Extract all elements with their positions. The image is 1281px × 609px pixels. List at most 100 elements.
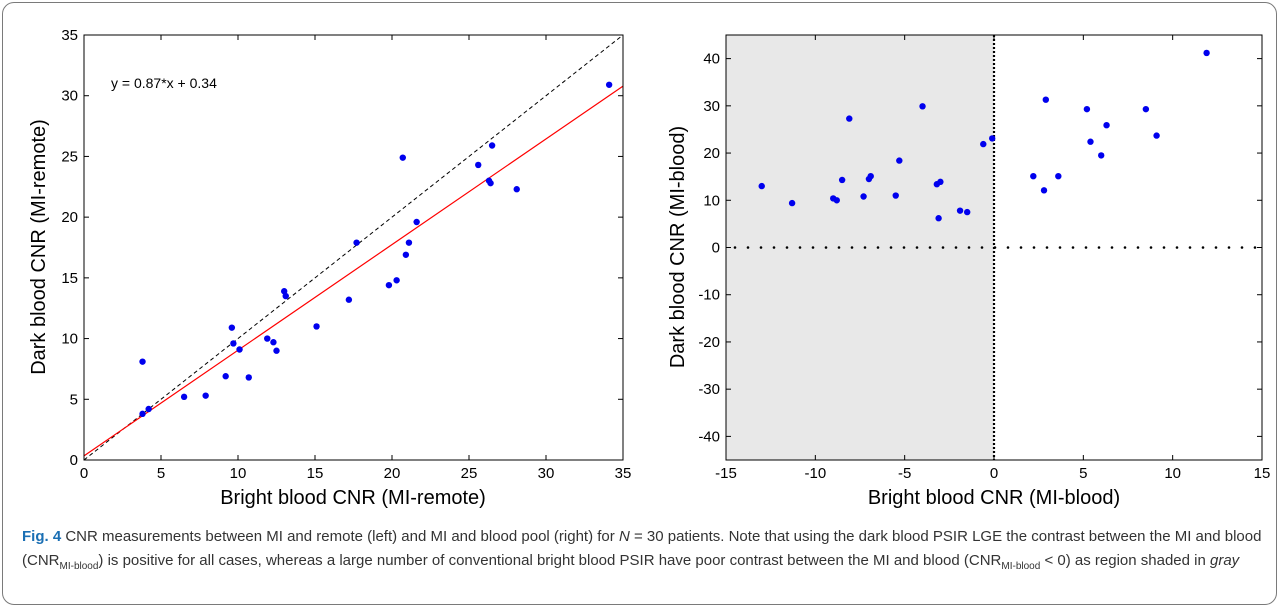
left-y-tick-label: 0 xyxy=(70,452,78,469)
right-data-point xyxy=(1103,121,1110,129)
left-data-point xyxy=(413,218,420,226)
left-data-point xyxy=(145,405,152,413)
right-y-tick-label: -30 xyxy=(698,381,720,398)
right-data-point xyxy=(1083,105,1091,113)
right-data-point xyxy=(788,199,796,207)
left-data-point xyxy=(270,339,277,346)
figure-charts: 0 5 10 15 20 25 30 35 0 5 10 15 20 25 30 35 y = 0.87*x … xyxy=(28,27,1270,509)
right-x-tick-label: -10 xyxy=(804,465,826,482)
left-x-tick-label: 20 xyxy=(384,465,401,482)
right-data-point xyxy=(1087,138,1094,145)
left-data-point xyxy=(230,340,237,347)
left-data-point xyxy=(139,358,146,365)
left-x-tick-label: 5 xyxy=(157,465,165,482)
left-data-point xyxy=(245,374,252,381)
right-data-point xyxy=(1055,172,1062,180)
left-y-tick-label: 20 xyxy=(61,209,78,226)
left-x-tick-label: 10 xyxy=(230,465,247,482)
left-y-tick-label: 35 xyxy=(61,27,78,44)
right-y-axis-label: Dark blood CNR (MI-blood) xyxy=(667,126,689,368)
right-data-point xyxy=(896,157,903,164)
right-data-point xyxy=(1142,105,1150,113)
figure-caption: Fig. 4 CNR measurements between MI and r… xyxy=(22,525,1262,579)
right-ticks: -15 -10 -5 0 5 10 15 -40 -30 -20 -10 0 10 20 30 40 xyxy=(698,35,1270,482)
right-y-tick-label: 0 xyxy=(712,240,720,257)
right-y-tick-label: 30 xyxy=(703,98,720,115)
caption-text-4: < 0) as region shaded in xyxy=(1040,552,1210,569)
left-data-point xyxy=(399,154,406,161)
left-data-point xyxy=(475,161,482,169)
left-data-point xyxy=(180,393,188,401)
right-x-tick-label: 5 xyxy=(1079,465,1087,482)
left-data-point xyxy=(273,347,280,354)
caption-italic-word: gray xyxy=(1210,552,1240,569)
left-data-point xyxy=(228,324,236,331)
negative-contrast-shaded-region xyxy=(726,35,994,460)
left-data-point xyxy=(202,392,209,399)
right-data-point xyxy=(860,193,867,200)
left-x-axis-label: Bright blood CNR (MI-remote) xyxy=(220,487,486,509)
left-data-point xyxy=(313,323,320,330)
figure-label: Fig. 4 xyxy=(22,528,62,545)
right-data-point xyxy=(1203,49,1210,57)
left-y-tick-label: 10 xyxy=(61,331,78,348)
caption-n-variable: N xyxy=(618,528,630,545)
right-data-point xyxy=(846,115,853,122)
right-data-point xyxy=(956,207,964,214)
caption-text-1: CNR measurements between MI and remote (… xyxy=(61,528,619,545)
left-data-point xyxy=(236,346,243,353)
right-data-point xyxy=(1153,132,1160,139)
right-data-point xyxy=(919,103,926,110)
left-y-tick-label: 25 xyxy=(61,148,78,165)
right-y-tick-label: 40 xyxy=(703,51,720,68)
right-data-point xyxy=(989,135,996,142)
caption-text-3: ) is positive for all cases, whereas a l… xyxy=(98,552,1002,569)
right-data-point xyxy=(758,182,765,190)
right-y-tick-label: -40 xyxy=(698,428,720,445)
left-data-point xyxy=(605,81,613,88)
right-x-axis-label: Bright blood CNR (MI-blood) xyxy=(868,487,1120,509)
left-identity-line xyxy=(84,35,623,460)
right-y-tick-label: 10 xyxy=(703,192,720,209)
left-y-axis-label: Dark blood CNR (MI-remote) xyxy=(28,119,50,375)
right-data-point xyxy=(1030,172,1037,180)
right-points xyxy=(758,49,1210,222)
left-data-point xyxy=(487,179,494,187)
right-data-point xyxy=(833,197,840,204)
left-data-point xyxy=(353,239,360,246)
left-data-point xyxy=(282,292,289,300)
right-scatter-plot: -15 -10 -5 0 5 10 15 -40 -30 -20 -10 0 10 20 30 40 Brig… xyxy=(667,34,1270,509)
right-x-tick-label: -5 xyxy=(898,465,911,482)
right-x-tick-label: 0 xyxy=(990,465,998,482)
left-data-point xyxy=(393,277,400,284)
left-data-point xyxy=(264,335,271,342)
left-points xyxy=(139,81,613,418)
left-fit-line xyxy=(84,85,623,457)
left-x-tick-label: 15 xyxy=(307,465,324,482)
right-x-tick-label: 10 xyxy=(1164,465,1181,482)
left-x-tick-label: 35 xyxy=(615,465,632,482)
left-x-tick-label: 25 xyxy=(461,465,478,482)
right-data-point xyxy=(937,178,944,186)
left-plot-frame xyxy=(83,34,624,461)
right-data-point xyxy=(867,172,874,180)
right-data-point xyxy=(964,208,971,216)
left-x-tick-label: 0 xyxy=(80,465,88,482)
left-data-point xyxy=(405,239,413,246)
right-x-tick-label: -15 xyxy=(715,465,737,482)
left-y-tick-label: 15 xyxy=(61,270,78,287)
right-x-tick-label: 15 xyxy=(1254,465,1271,482)
caption-subscript-1: MI-blood xyxy=(59,561,99,572)
left-y-tick-label: 30 xyxy=(61,88,78,105)
right-data-point xyxy=(838,176,846,184)
left-data-point xyxy=(139,410,146,418)
right-data-point xyxy=(935,215,942,222)
caption-text-2: = 30 patients. Note that using the dark … xyxy=(22,528,1262,569)
right-y-tick-label: -20 xyxy=(698,334,720,351)
left-data-point xyxy=(402,251,410,258)
left-data-point xyxy=(281,288,288,295)
right-data-point xyxy=(980,140,987,148)
right-y-tick-label: -10 xyxy=(698,287,720,304)
left-data-point xyxy=(222,373,229,380)
